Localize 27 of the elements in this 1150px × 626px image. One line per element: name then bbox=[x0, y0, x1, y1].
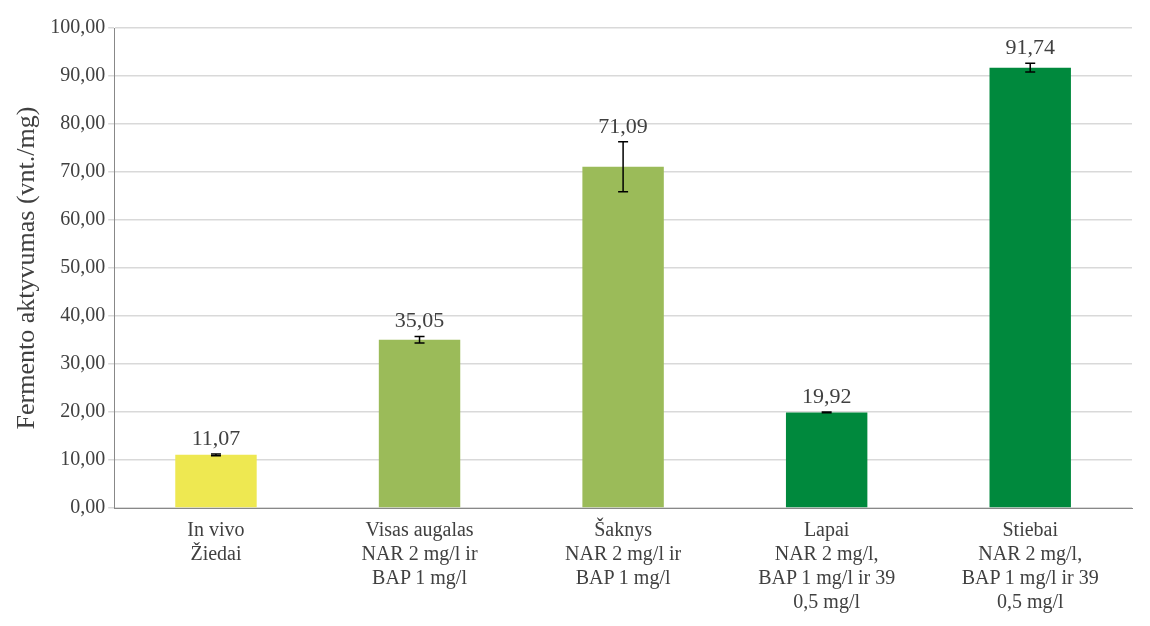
y-tick-label: 100,00 bbox=[50, 15, 106, 38]
bar bbox=[989, 67, 1071, 508]
y-tick-label: 10,00 bbox=[60, 447, 106, 470]
y-tick-label: 40,00 bbox=[60, 303, 106, 326]
data-label: 91,74 bbox=[1005, 34, 1055, 60]
y-tick-label: 60,00 bbox=[60, 207, 106, 230]
bar bbox=[582, 166, 664, 508]
x-tick-label: Šaknys NAR 2 mg/l ir BAP 1 mg/l bbox=[565, 517, 682, 590]
data-label: 11,07 bbox=[191, 424, 241, 450]
x-tick-label: Visas augalas NAR 2 mg/l ir BAP 1 mg/l bbox=[361, 518, 478, 590]
y-tick-label: 30,00 bbox=[60, 351, 106, 374]
y-axis-title: Fermento aktyvumas (vnt./mg) bbox=[11, 106, 41, 430]
y-tick-label: 20,00 bbox=[60, 399, 106, 422]
y-tick-label: 70,00 bbox=[60, 159, 106, 182]
y-tick-label: 90,00 bbox=[60, 63, 106, 86]
y-tick-label: 50,00 bbox=[60, 255, 106, 278]
y-tick-label: 0,00 bbox=[70, 495, 106, 518]
x-tick-label: Stiebai NAR 2 mg/l, BAP 1 mg/l ir 39 0,5 mg/l bbox=[961, 518, 1099, 614]
y-tick-label: 80,00 bbox=[60, 111, 106, 134]
bar bbox=[378, 339, 461, 508]
data-label: 19,92 bbox=[801, 382, 852, 408]
bar bbox=[785, 412, 868, 508]
bar bbox=[175, 454, 257, 508]
data-label: 35,05 bbox=[394, 307, 445, 333]
data-label: 71,09 bbox=[598, 112, 648, 138]
x-tick-label: Lapai NAR 2 mg/l, BAP 1 mg/l ir 39 0,5 mg/l bbox=[758, 518, 896, 614]
x-tick-label: In vivo Žiedai bbox=[187, 518, 245, 565]
